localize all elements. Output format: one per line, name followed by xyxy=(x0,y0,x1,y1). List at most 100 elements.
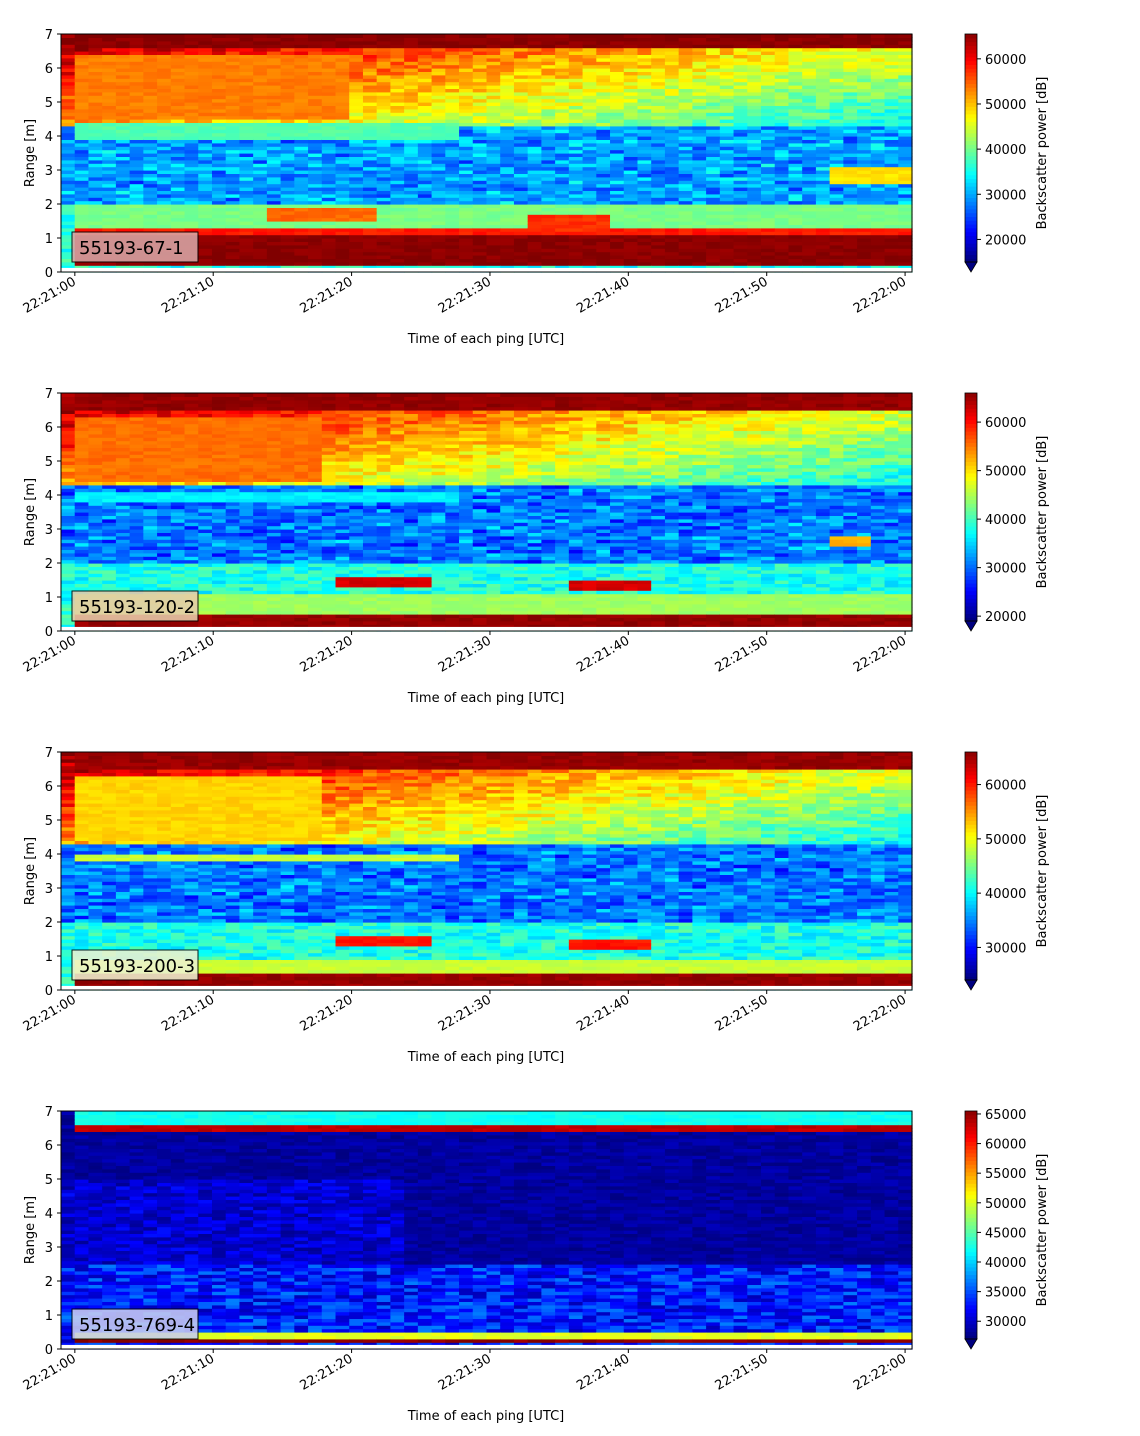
heatmap-cell xyxy=(733,44,748,49)
heatmap-cell xyxy=(610,180,625,185)
heatmap-cell xyxy=(88,108,103,113)
heatmap-cell xyxy=(610,200,625,205)
heatmap-cell xyxy=(541,153,556,157)
heatmap-cell xyxy=(582,44,597,49)
heatmap-cell xyxy=(706,265,721,270)
heatmap-cell xyxy=(678,115,693,120)
heatmap-cell xyxy=(431,176,446,181)
heatmap-cell xyxy=(651,102,666,106)
heatmap-cell xyxy=(445,108,460,113)
heatmap-cell xyxy=(294,81,309,86)
heatmap-cell xyxy=(761,105,776,110)
heatmap-cell xyxy=(651,142,666,147)
heatmap-cell xyxy=(74,51,90,55)
heatmap-cell xyxy=(898,193,913,198)
heatmap-cell xyxy=(184,71,199,76)
heatmap-cell xyxy=(582,81,597,86)
heatmap-cell xyxy=(555,102,570,106)
heatmap-cell xyxy=(568,115,584,120)
heatmap-cell xyxy=(774,98,790,103)
heatmap-cell xyxy=(129,265,144,270)
heatmap-cell xyxy=(637,261,652,266)
heatmap-cell xyxy=(500,193,515,198)
heatmap-cell xyxy=(308,98,323,103)
heatmap-cell xyxy=(582,183,597,188)
heatmap-cell xyxy=(404,163,419,168)
heatmap-cell xyxy=(623,47,639,52)
heatmap-cell xyxy=(74,197,90,202)
heatmap-cell xyxy=(719,166,735,171)
heatmap-cell xyxy=(651,166,666,171)
heatmap-cell xyxy=(308,241,323,246)
heatmap-cell xyxy=(253,210,268,215)
heatmap-cell xyxy=(500,98,515,103)
heatmap-cell xyxy=(774,265,790,270)
heatmap-cell xyxy=(225,54,241,59)
heatmap-cell xyxy=(404,197,419,202)
heatmap-cell xyxy=(225,146,241,151)
heatmap-cell xyxy=(88,105,103,110)
heatmap-cell xyxy=(472,221,488,225)
heatmap-cell xyxy=(541,217,556,222)
heatmap-cell xyxy=(225,204,241,208)
heatmap-cell xyxy=(610,81,625,86)
heatmap-cell xyxy=(541,85,556,89)
heatmap-cell xyxy=(582,51,597,55)
heatmap-cell xyxy=(129,64,144,69)
heatmap-cell xyxy=(225,85,241,89)
heatmap-cell xyxy=(719,204,735,208)
heatmap-cell xyxy=(431,234,446,239)
heatmap-cell xyxy=(651,71,666,76)
heatmap-cell xyxy=(170,81,186,86)
heatmap-cell xyxy=(239,61,254,66)
heatmap-cell xyxy=(692,102,707,106)
heatmap-cell xyxy=(157,78,172,83)
heatmap-cell xyxy=(637,54,652,59)
heatmap-cell xyxy=(747,68,762,72)
heatmap-cell xyxy=(582,200,597,205)
heatmap-cell xyxy=(431,166,446,171)
heatmap-cell xyxy=(308,193,323,198)
heatmap-cell xyxy=(651,85,666,89)
heatmap-cell xyxy=(211,47,227,52)
heatmap-cell xyxy=(610,227,625,232)
heatmap-cell xyxy=(308,258,323,263)
heatmap-cell xyxy=(596,91,611,96)
heatmap-cell xyxy=(692,54,707,59)
heatmap-cell xyxy=(431,159,446,164)
heatmap-cell xyxy=(596,210,611,215)
heatmap-cell xyxy=(500,102,515,106)
heatmap-cell xyxy=(349,193,364,198)
heatmap-cell xyxy=(404,244,419,249)
heatmap-cell xyxy=(225,241,241,246)
heatmap-cell xyxy=(596,40,611,45)
heatmap-cell xyxy=(596,217,611,222)
heatmap-cell xyxy=(349,214,364,219)
heatmap-cell xyxy=(417,248,433,253)
heatmap-cell xyxy=(280,173,295,178)
heatmap-cell xyxy=(568,112,584,117)
heatmap-cell xyxy=(513,261,529,266)
heatmap-cell xyxy=(774,125,790,130)
heatmap-cell xyxy=(184,166,199,171)
heatmap-cell xyxy=(335,98,350,103)
heatmap-cell xyxy=(623,176,639,181)
heatmap-cell xyxy=(472,255,488,259)
heatmap-cell xyxy=(692,47,707,52)
heatmap-cell xyxy=(555,183,570,188)
heatmap-cell xyxy=(102,34,117,38)
heatmap-cell xyxy=(280,81,295,86)
heatmap-cell xyxy=(445,122,460,127)
heatmap-cell xyxy=(541,115,556,120)
heatmap-cell xyxy=(733,193,748,198)
heatmap-cell xyxy=(266,207,282,212)
heatmap-cell xyxy=(88,505,103,510)
heatmap-cell xyxy=(157,88,172,93)
heatmap-cell xyxy=(761,176,776,181)
colorbar-segment xyxy=(965,201,977,206)
heatmap-cell xyxy=(390,217,405,222)
heatmap-cell xyxy=(143,214,158,219)
heatmap-cell xyxy=(678,176,693,181)
heatmap-cell xyxy=(733,98,748,103)
heatmap-cell xyxy=(170,68,186,72)
